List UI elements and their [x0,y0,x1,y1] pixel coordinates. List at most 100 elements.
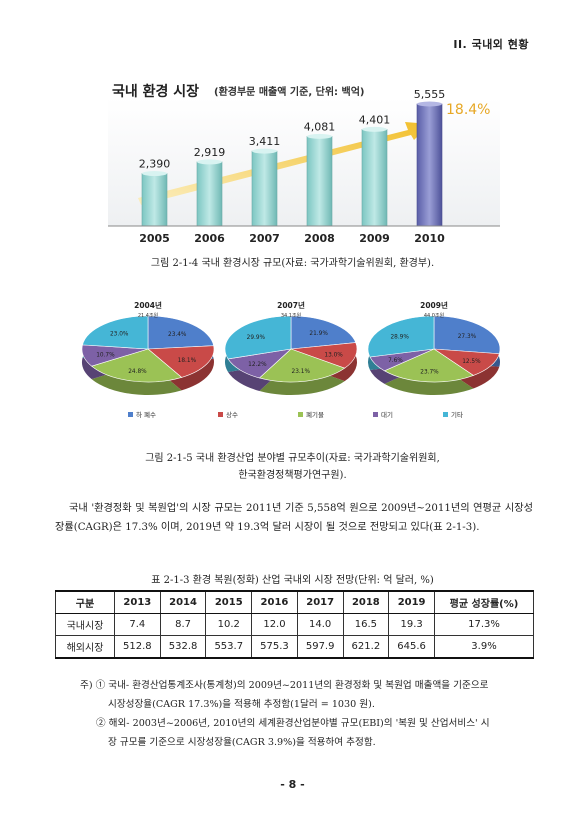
bar-2005 [141,173,168,227]
legend-label: 상수 [226,410,238,419]
body-paragraph: 국내 '환경정화 및 복원업'의 시장 규모는 2011년 기준 5,558억 … [55,503,533,533]
bar-value-label: 3,411 [249,135,281,148]
legend-swatch [218,412,223,417]
pie-slice-label: 13.0% [324,353,343,359]
pie-slice-label: 23.7% [420,370,439,376]
table-header: 2017 [296,590,344,614]
pie-slice-label: 12.2% [248,362,267,368]
pie-slice [290,315,357,350]
x-tick-label: 2010 [414,232,445,245]
legend-swatch [298,412,303,417]
table-cell: 597.9 [296,635,344,659]
page-number: - 8 - [280,778,305,791]
pie-total-label: 44.0조원 [424,312,445,319]
table-title: 표 2-1-3 환경 복원(정화) 산업 국내외 시장 전망(단위: 억 달러,… [151,575,434,586]
note-line: 장 규모를 기준으로 시장성장율(CAGR 3.9%)을 적용하여 추정함. [108,737,376,748]
pie-slice-label: 24.8% [128,369,147,375]
figure1-caption: 그림 2-1-4 국내 환경시장 규모(자료: 국가과학기술위원회, 환경부). [150,258,435,269]
pie-slice [367,315,435,358]
table-cell: 12.0 [251,613,298,636]
chart-subtitle: (환경부문 매출액 기준, 단위: 백억) [214,85,364,98]
table-cell: 575.3 [251,635,298,659]
bar-top [142,171,167,177]
bar-top [252,148,277,154]
sector-pie-charts: 23.4% 18.1% 24.8% 10.7% 23.0% 2004년 21.4조원 21.9… [81,300,501,419]
pie-slice-label: 29.9% [247,335,266,341]
legend-swatch [128,412,133,417]
pie-slice [258,348,346,383]
table-header: 구분 [55,590,115,614]
pie-title: 2004년 [134,300,162,310]
x-tick-label: 2008 [304,232,335,245]
pie-slice [82,315,149,350]
bar-top [362,126,387,132]
x-tick-label: 2006 [194,232,225,245]
table-header: 평균 성장률(%) [434,590,534,614]
table-row: 해외시장 512.8 532.8 553.7 575.3 597.9 621.2… [55,635,534,659]
table-header: 2018 [342,590,390,614]
pie-slice [90,348,183,383]
note-line: ② 해외- 2003년~2006년, 2010년의 세계환경산업분야별 규모(E… [96,718,490,729]
pie-slice [433,315,501,355]
pie-total-label: 34.1조원 [281,312,302,319]
legend-label: 기타 [451,410,463,419]
table-cell: 10.2 [205,613,253,636]
x-tick-label: 2007 [249,232,280,245]
pie-slice [147,315,215,350]
table-header: 2013 [114,590,161,614]
chart-title: 국내 환경 시장 [112,83,199,100]
figure2-caption-line2: 한국환경정책평가연구원). [238,470,347,481]
table-cell: 17.3% [434,613,534,636]
table-header: 2016 [251,590,298,614]
table-cell: 553.7 [205,635,253,659]
table-cell: 해외시장 [55,635,115,659]
pie-slice-label: 23.4% [168,332,187,338]
bar-value-label: 4,401 [359,113,391,126]
bar-2009 [361,129,388,227]
table-header-row: 구분 2013 2014 2015 2016 2017 2018 2019 평균… [55,590,534,614]
pie-slice [224,315,292,360]
table-cell: 국내시장 [55,613,115,636]
pie-slice-label: 27.3% [458,334,477,340]
bar-top [197,159,222,165]
table-cell: 645.6 [388,635,435,659]
pie-title: 2009년 [420,300,448,310]
pie-slice-label: 21.9% [309,331,328,337]
table-header: 2014 [159,590,207,614]
table-row: 국내시장 7.4 8.7 10.2 12.0 14.0 16.5 19.3 17… [55,613,534,636]
bar-value-label: 5,555 [414,88,446,101]
pie-slice [383,348,475,383]
bar-value-label: 2,919 [194,146,226,159]
table-cell: 8.7 [159,613,207,636]
table-cell: 532.8 [159,635,207,659]
table-cell: 621.2 [342,635,390,659]
growth-label: 18.4% [446,102,490,118]
table-cell: 7.4 [114,613,161,636]
bar-top [417,101,442,107]
bar-value-label: 4,081 [304,120,336,133]
x-tick-label: 2005 [139,232,170,245]
pie-total-label: 21.4조원 [138,312,159,319]
pie-slice-label: 23.0% [110,332,129,338]
bar-top [307,133,332,139]
market-forecast-table: 구분 2013 2014 2015 2016 2017 2018 2019 평균… [55,590,534,659]
pie-slice-label: 10.7% [96,353,115,359]
bar-value-label: 2,390 [139,158,171,171]
table-notes: 주) ① 국내- 환경산업통계조사(통계청)의 2009년~2011년의 환경정… [80,676,540,752]
note-line: 시장성장율(CAGR 17.3%)을 적용해 추정함(1달러 = 1030 원)… [108,699,375,710]
x-tick-label: 2009 [359,232,390,245]
market-bar-chart: 국내 환경 시장 (환경부문 매출액 기준, 단위: 백억) 18.4% 2,3… [108,83,500,245]
figure2-caption-line1: 그림 2-1-5 국내 환경산업 분야별 규모추이(자료: 국가과학기술위원회, [145,453,440,464]
pie-slice [147,345,215,378]
legend-label: 하 폐수 [136,410,156,419]
table-cell: 19.3 [388,613,435,636]
note-line: 주) ① 국내- 환경산업통계조사(통계청)의 2009년~2011년의 환경정… [80,680,489,691]
table-header: 2019 [388,590,435,614]
table-cell: 14.0 [296,613,344,636]
pie-slice-label: 28.9% [390,335,409,341]
bar-2008 [306,136,333,227]
pie-slice-label: 23.1% [292,369,311,375]
table-cell: 512.8 [114,635,161,659]
pie-slice-label: 12.5% [462,359,481,365]
bar-2007 [251,150,278,227]
